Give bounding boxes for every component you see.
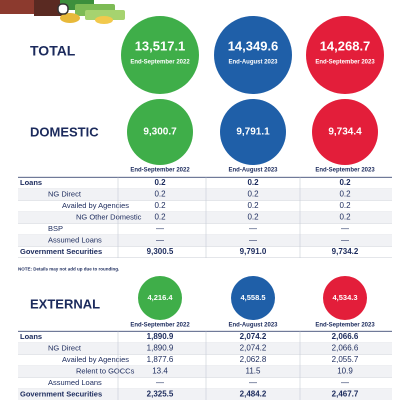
cell-value: 0.2	[339, 201, 351, 210]
column-header: End-September 2022	[130, 323, 190, 329]
cell-value: —	[341, 224, 349, 233]
total-circle	[306, 16, 384, 94]
cell-value: —	[249, 224, 257, 233]
total-value: 14,349.6	[228, 38, 279, 53]
cell-value: —	[249, 378, 257, 387]
cell-value: —	[156, 378, 164, 387]
cell-value: 2,066.6	[332, 332, 359, 341]
cell-value: 0.2	[154, 178, 166, 187]
cell-value: 9,300.5	[147, 247, 174, 256]
cell-value: 2,066.6	[332, 344, 359, 353]
cell-value: 0.2	[339, 190, 351, 199]
circle-value: 9,734.4	[328, 127, 362, 138]
circle-value: 9,300.7	[143, 127, 177, 138]
row-label: Loans	[20, 178, 42, 187]
cell-value: 0.2	[247, 213, 259, 222]
row-label: NG Direct	[48, 343, 82, 352]
circle-value: 4,558.5	[240, 293, 265, 302]
column-header: End-September 2023	[315, 168, 375, 174]
cell-value: —	[249, 236, 257, 245]
row-label: Assumed Loans	[48, 378, 102, 387]
cell-value: 11.5	[246, 367, 262, 376]
circle-value: 9,791.1	[236, 127, 270, 138]
cell-value: 0.2	[154, 190, 166, 199]
row-label: Assumed Loans	[48, 235, 102, 244]
total-value: 14,268.7	[320, 38, 371, 53]
column-header: End-September 2023	[315, 323, 375, 329]
row-band	[18, 188, 392, 201]
cell-value: 2,467.7	[332, 390, 359, 399]
section-circle	[312, 99, 378, 165]
cell-value: 0.2	[154, 201, 166, 210]
section-circle	[220, 99, 286, 165]
circle-value: 4,216.4	[147, 293, 173, 302]
row-label: BSP	[48, 224, 63, 233]
total-circle	[121, 16, 199, 94]
column-header: End-September 2022	[130, 168, 190, 174]
row-band	[18, 211, 392, 224]
column-header: End-August 2023	[228, 323, 278, 329]
section-label: EXTERNAL	[30, 296, 100, 311]
section-circle	[138, 276, 182, 320]
cell-value: 0.2	[247, 178, 259, 187]
section-label: DOMESTIC	[30, 124, 99, 139]
row-label: NG Other Domestic	[76, 212, 142, 221]
cell-value: 10.9	[337, 367, 353, 376]
row-label: Loans	[20, 332, 42, 341]
row-band	[18, 342, 392, 355]
column-header: End-August 2023	[228, 168, 278, 174]
row-band	[18, 365, 392, 378]
row-label: Government Securities	[20, 247, 102, 256]
cell-value: 1,890.9	[147, 332, 174, 341]
cell-value: 0.2	[339, 213, 351, 222]
total-period: End-September 2022	[130, 60, 190, 66]
row-label: NG Direct	[48, 189, 82, 198]
section-circle	[127, 99, 193, 165]
section-circle	[231, 276, 275, 320]
total-period: End-September 2023	[315, 60, 375, 66]
row-label: Government Securities	[20, 389, 102, 398]
cell-value: 0.2	[339, 178, 351, 187]
cell-value: 2,074.2	[240, 344, 267, 353]
cell-value: 9,791.0	[240, 247, 267, 256]
circle-value: 4,534.3	[332, 293, 357, 302]
cell-value: 2,325.5	[147, 390, 174, 399]
cell-value: —	[341, 378, 349, 387]
cell-value: 0.2	[247, 201, 259, 210]
row-band	[18, 234, 392, 247]
row-label: Relent to GOCCs	[76, 366, 135, 375]
total-value: 13,517.1	[135, 38, 186, 53]
cell-value: 9,734.2	[332, 247, 359, 256]
cell-value: 1,890.9	[147, 344, 174, 353]
row-label: Availed by Agencies	[62, 355, 129, 364]
cell-value: 0.2	[154, 213, 166, 222]
cell-value: 2,074.2	[240, 332, 267, 341]
total-circle	[214, 16, 292, 94]
section-circle	[323, 276, 367, 320]
section-label: TOTAL	[30, 43, 76, 59]
cell-value: 2,062.8	[240, 355, 267, 364]
row-label: Availed by Agencies	[62, 201, 129, 210]
cell-value: —	[341, 236, 349, 245]
cell-value: —	[156, 224, 164, 233]
cell-value: 13.4	[152, 367, 168, 376]
cell-value: 2,484.2	[240, 390, 267, 399]
cell-value: —	[156, 236, 164, 245]
total-period: End-August 2023	[228, 60, 278, 66]
cell-value: 2,055.7	[332, 355, 359, 364]
note: NOTE: Details may not add up due to roun…	[18, 267, 119, 272]
money-illustration	[0, 0, 125, 24]
cell-value: 1,877.6	[147, 355, 174, 364]
row-band	[18, 388, 392, 400]
cell-value: 0.2	[247, 190, 259, 199]
